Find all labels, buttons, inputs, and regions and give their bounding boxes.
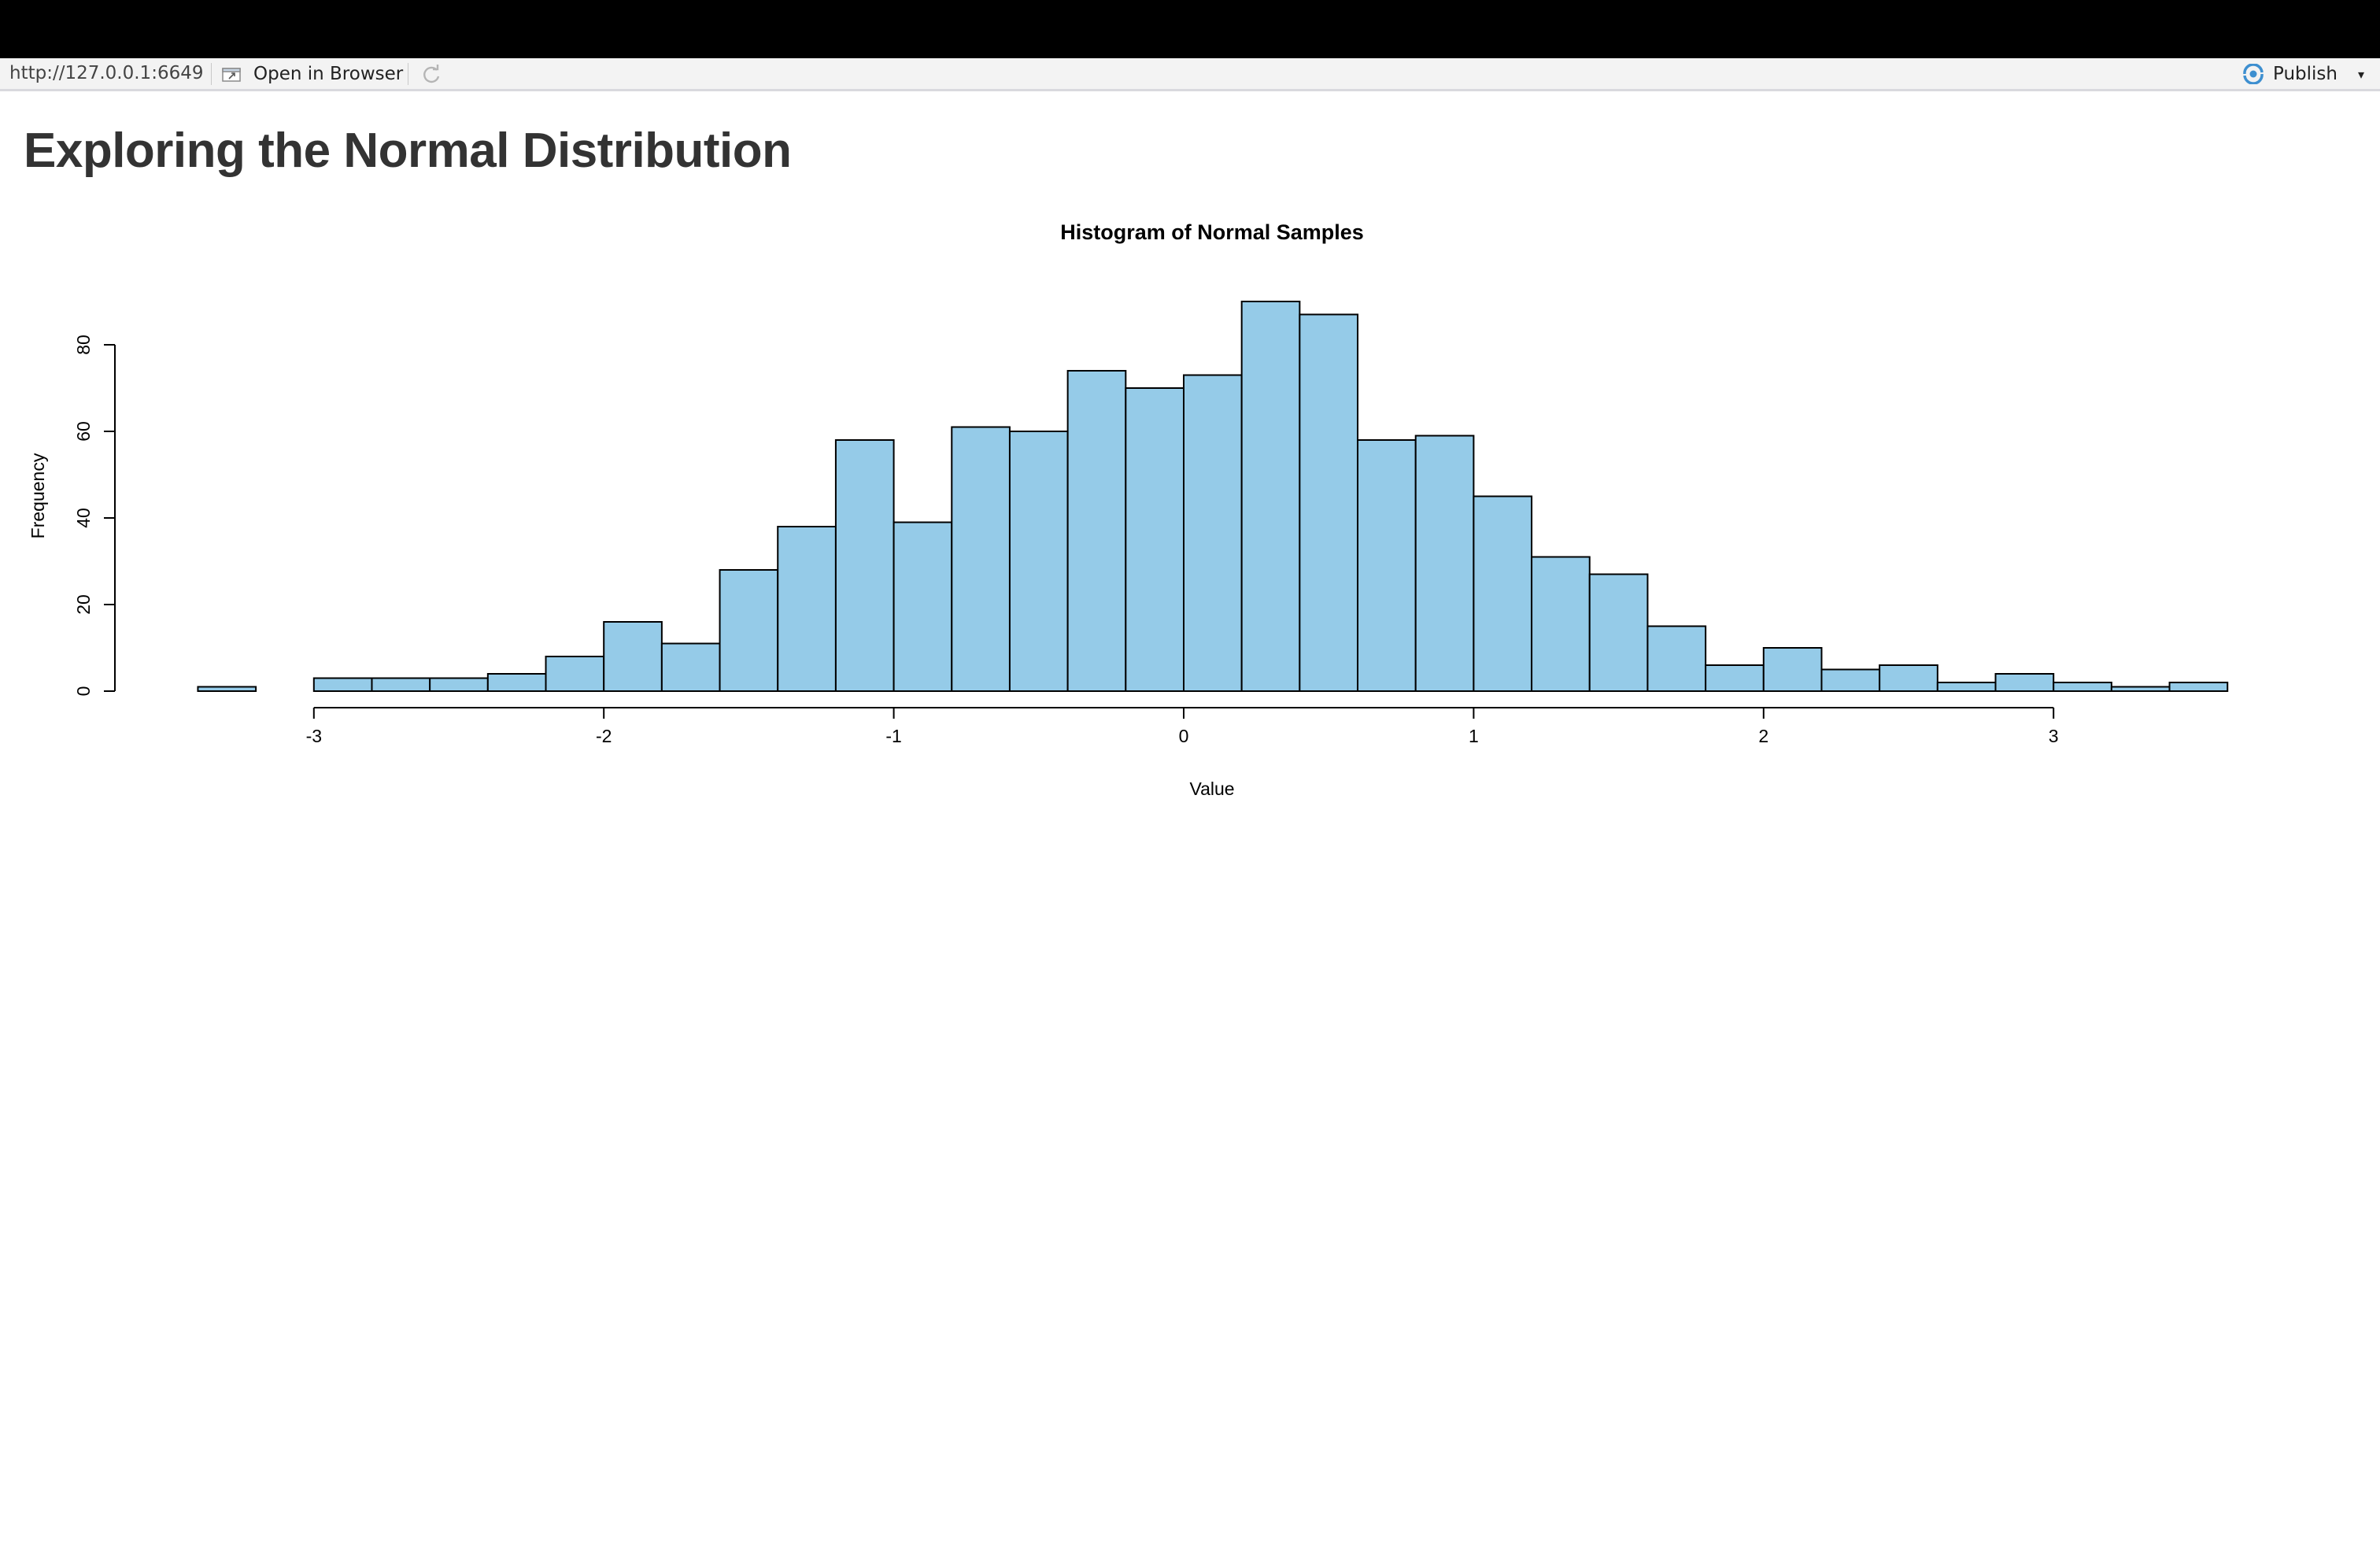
x-tick-label: 3 [2049,726,2059,746]
page-title: Exploring the Normal Distribution [24,124,792,178]
open-in-browser-label: Open in Browser [253,64,404,84]
toolbar-divider [211,63,212,85]
open-in-browser-icon [222,68,241,82]
y-axis: 0 20 40 60 80 [73,335,116,697]
x-tick-label: -1 [885,726,901,746]
x-tick-label: 2 [1758,726,1768,746]
histogram-bar [719,569,779,692]
histogram-bar [1588,573,1649,692]
publish-button[interactable]: Publish ▾ [2241,61,2364,87]
chevron-down-icon[interactable]: ▾ [2357,66,2364,82]
y-tick-label: 40 [73,508,94,528]
histogram-bar [1473,495,1533,692]
histogram-bar [1240,301,1301,692]
histogram-bar [777,526,837,692]
histogram-bar [312,677,373,692]
chart-title: Histogram of Normal Samples [1060,220,1364,244]
histogram-bar [893,521,953,692]
x-tick-label: 0 [1179,726,1189,746]
histogram-chart: Histogram of Normal Samples Value Freque… [0,213,2380,811]
publish-label: Publish [2272,64,2338,84]
histogram-bar [1936,682,1997,692]
histogram-bar [429,677,489,692]
refresh-icon[interactable] [419,63,443,87]
histogram-bar [2168,682,2229,692]
window-top-bar [0,0,2380,58]
x-tick-label: 1 [1469,726,1479,746]
x-tick-label: -2 [596,726,612,746]
publish-icon [2243,64,2264,84]
histogram-bar [371,677,431,692]
histogram-bar [1994,673,2055,692]
x-tick-label: -3 [306,726,322,746]
y-tick-label: 60 [73,421,94,442]
histogram-bar [834,439,895,692]
y-tick-label: 80 [73,335,94,355]
histogram-bar [545,656,605,692]
histogram-bar [1414,435,1475,692]
viewer-toolbar: http://127.0.0.1:6649 Open in Browser Pu… [0,58,2380,91]
histogram-bar [1879,664,1938,692]
histogram-bar [197,686,257,692]
histogram-bar [951,426,1011,692]
histogram-bar [1820,668,1881,692]
histogram-bar [1183,374,1243,692]
histogram-bar [2053,682,2112,692]
histogram-bar [1066,370,1127,692]
histogram-bar [1646,625,1707,692]
y-tick-label: 20 [73,594,94,615]
histogram-bar [1357,439,1417,692]
y-tick-label: 0 [73,686,94,697]
bars-group [197,301,2229,692]
histogram-bar [603,621,663,692]
histogram-bar [486,673,547,692]
histogram-bar [1299,313,1359,692]
histogram-bar [660,642,721,692]
open-in-browser-button[interactable]: Open in Browser [222,61,403,87]
histogram-svg: Histogram of Normal Samples Value Freque… [28,220,2229,799]
y-axis-label: Frequency [28,453,48,538]
url-label: http://127.0.0.1:6649 [9,63,204,83]
x-axis-label: Value [1189,779,1234,799]
histogram-bar [1705,664,1765,692]
histogram-bar [2110,686,2171,692]
x-axis: -3 -2 -1 0 1 2 3 [306,707,2059,746]
histogram-bar [1531,556,1591,692]
histogram-bar [1125,387,1184,692]
histogram-bar [1008,431,1069,692]
histogram-bar [1762,647,1823,692]
